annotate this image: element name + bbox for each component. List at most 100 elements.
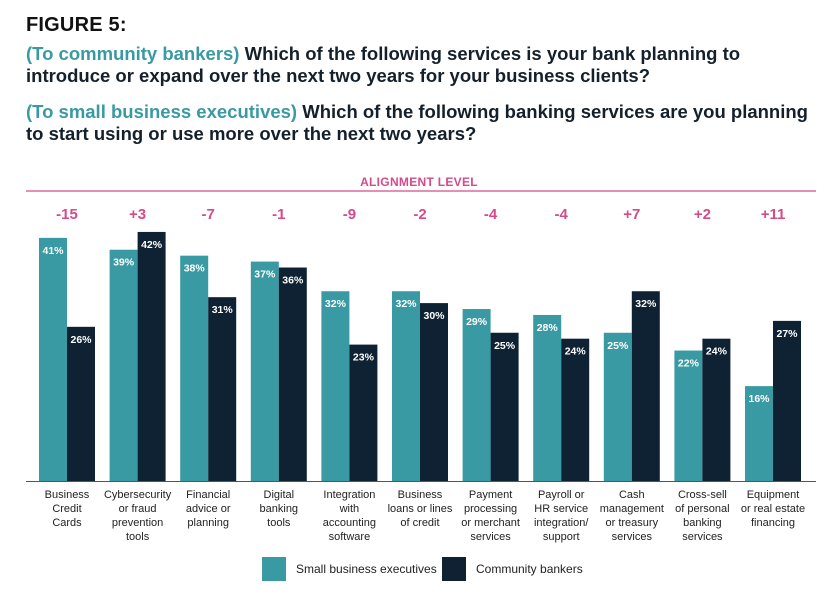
legend-label: Small business executives (296, 562, 437, 576)
data-label: 26% (70, 334, 92, 346)
bar-small-business (674, 350, 703, 481)
bar-small-business (250, 261, 279, 481)
data-label: 27% (776, 328, 798, 340)
category-label: of credit (400, 517, 439, 529)
data-label: 31% (212, 304, 234, 316)
category-label: Payroll or (538, 489, 585, 501)
question-text: Which of the following services is your … (26, 43, 741, 86)
category-label: integration/ (534, 517, 589, 529)
category-label: with (339, 503, 360, 515)
bar-community-bankers (773, 320, 801, 481)
legend-swatch (442, 557, 466, 581)
data-label: 32% (395, 298, 417, 310)
bar-small-business (180, 255, 209, 481)
bar-small-business (533, 314, 562, 481)
legend-swatch (262, 557, 286, 581)
category-label: Business (45, 489, 90, 501)
alignment-level: -4 (555, 206, 569, 223)
category-label: accounting (323, 517, 376, 529)
legend-item-community-bankers: Community bankers (442, 557, 583, 581)
category-label: Cybersecurity (104, 489, 172, 501)
bar-community-bankers (208, 297, 237, 481)
category-label: of personal (675, 503, 729, 515)
bar-community-bankers (67, 326, 95, 481)
category-label: banking (260, 503, 299, 515)
data-label: 22% (678, 358, 700, 370)
data-label: 29% (466, 316, 488, 328)
category-label: Cross-sell (678, 489, 727, 501)
alignment-level: +3 (129, 206, 146, 223)
category-label: planning (187, 517, 229, 529)
bar-small-business (392, 291, 420, 481)
category-label: Cash (619, 489, 645, 501)
bar-community-bankers (278, 267, 307, 481)
bar-community-bankers (702, 338, 731, 481)
category-label: or treasury (606, 517, 659, 529)
category-label: tools (267, 517, 291, 529)
category-label: or merchant (461, 517, 520, 529)
question-lead: (To community bankers) (26, 43, 240, 64)
alignment-level: -2 (413, 206, 426, 223)
category-label: management (600, 503, 664, 515)
category-label: software (329, 531, 371, 543)
legend-item-small-business: Small business executives (262, 557, 437, 581)
category-label: Digital (264, 489, 295, 501)
category-label: banking (683, 517, 722, 529)
data-label: 28% (537, 322, 559, 334)
bar-small-business (321, 291, 350, 481)
bar-small-business (462, 309, 491, 481)
category-label: services (682, 531, 723, 543)
category-label: loans or lines (388, 503, 453, 515)
category-label: prevention (112, 517, 163, 529)
category-label: Credit (52, 503, 81, 515)
figure-label: FIGURE 5: (26, 14, 127, 36)
bar-community-bankers (349, 344, 378, 481)
bar-community-bankers (137, 231, 166, 481)
alignment-level: -15 (56, 206, 78, 223)
category-label: Equipment (747, 489, 800, 501)
bar-community-bankers (561, 338, 590, 481)
bar-community-bankers (490, 332, 519, 481)
alignment-level: -7 (202, 206, 215, 223)
data-label: 36% (282, 275, 304, 287)
data-label: 41% (42, 245, 64, 257)
category-label: Payment (469, 489, 512, 501)
alignment-level: -1 (272, 206, 285, 223)
data-label: 25% (607, 340, 629, 352)
data-label: 30% (423, 310, 445, 322)
data-label: 25% (494, 340, 516, 352)
alignment-rule (26, 190, 816, 192)
category-label: tools (126, 531, 150, 543)
question-small-business: (To small business executives) Which of … (26, 101, 816, 145)
data-label: 42% (141, 239, 163, 251)
category-label: services (612, 531, 653, 543)
data-label: 37% (254, 269, 276, 281)
alignment-level: -9 (343, 206, 356, 223)
data-label: 16% (748, 393, 770, 405)
question-text: Which of the following banking services … (26, 101, 808, 144)
category-label: services (470, 531, 511, 543)
category-label: Financial (186, 489, 230, 501)
alignment-level: +11 (761, 206, 786, 223)
data-label: 24% (565, 346, 587, 358)
category-label: financing (751, 517, 795, 529)
alignment-level: +7 (623, 206, 640, 223)
bar-community-bankers (631, 291, 660, 481)
data-label: 38% (184, 263, 206, 275)
category-label: or real estate (741, 503, 805, 515)
bar-small-business (109, 249, 138, 481)
bar-small-business (745, 386, 773, 481)
alignment-level: +2 (694, 206, 711, 223)
category-label: support (543, 531, 580, 543)
category-label: advice or (186, 503, 231, 515)
data-label: 32% (325, 298, 347, 310)
alignment-level: -4 (484, 206, 498, 223)
data-label: 24% (706, 346, 728, 358)
bar-community-bankers (420, 303, 448, 481)
data-label: 23% (353, 352, 375, 364)
category-label: Business (398, 489, 443, 501)
data-label: 39% (113, 257, 135, 269)
category-label: Cards (52, 517, 82, 529)
category-label: or fraud (119, 503, 157, 515)
